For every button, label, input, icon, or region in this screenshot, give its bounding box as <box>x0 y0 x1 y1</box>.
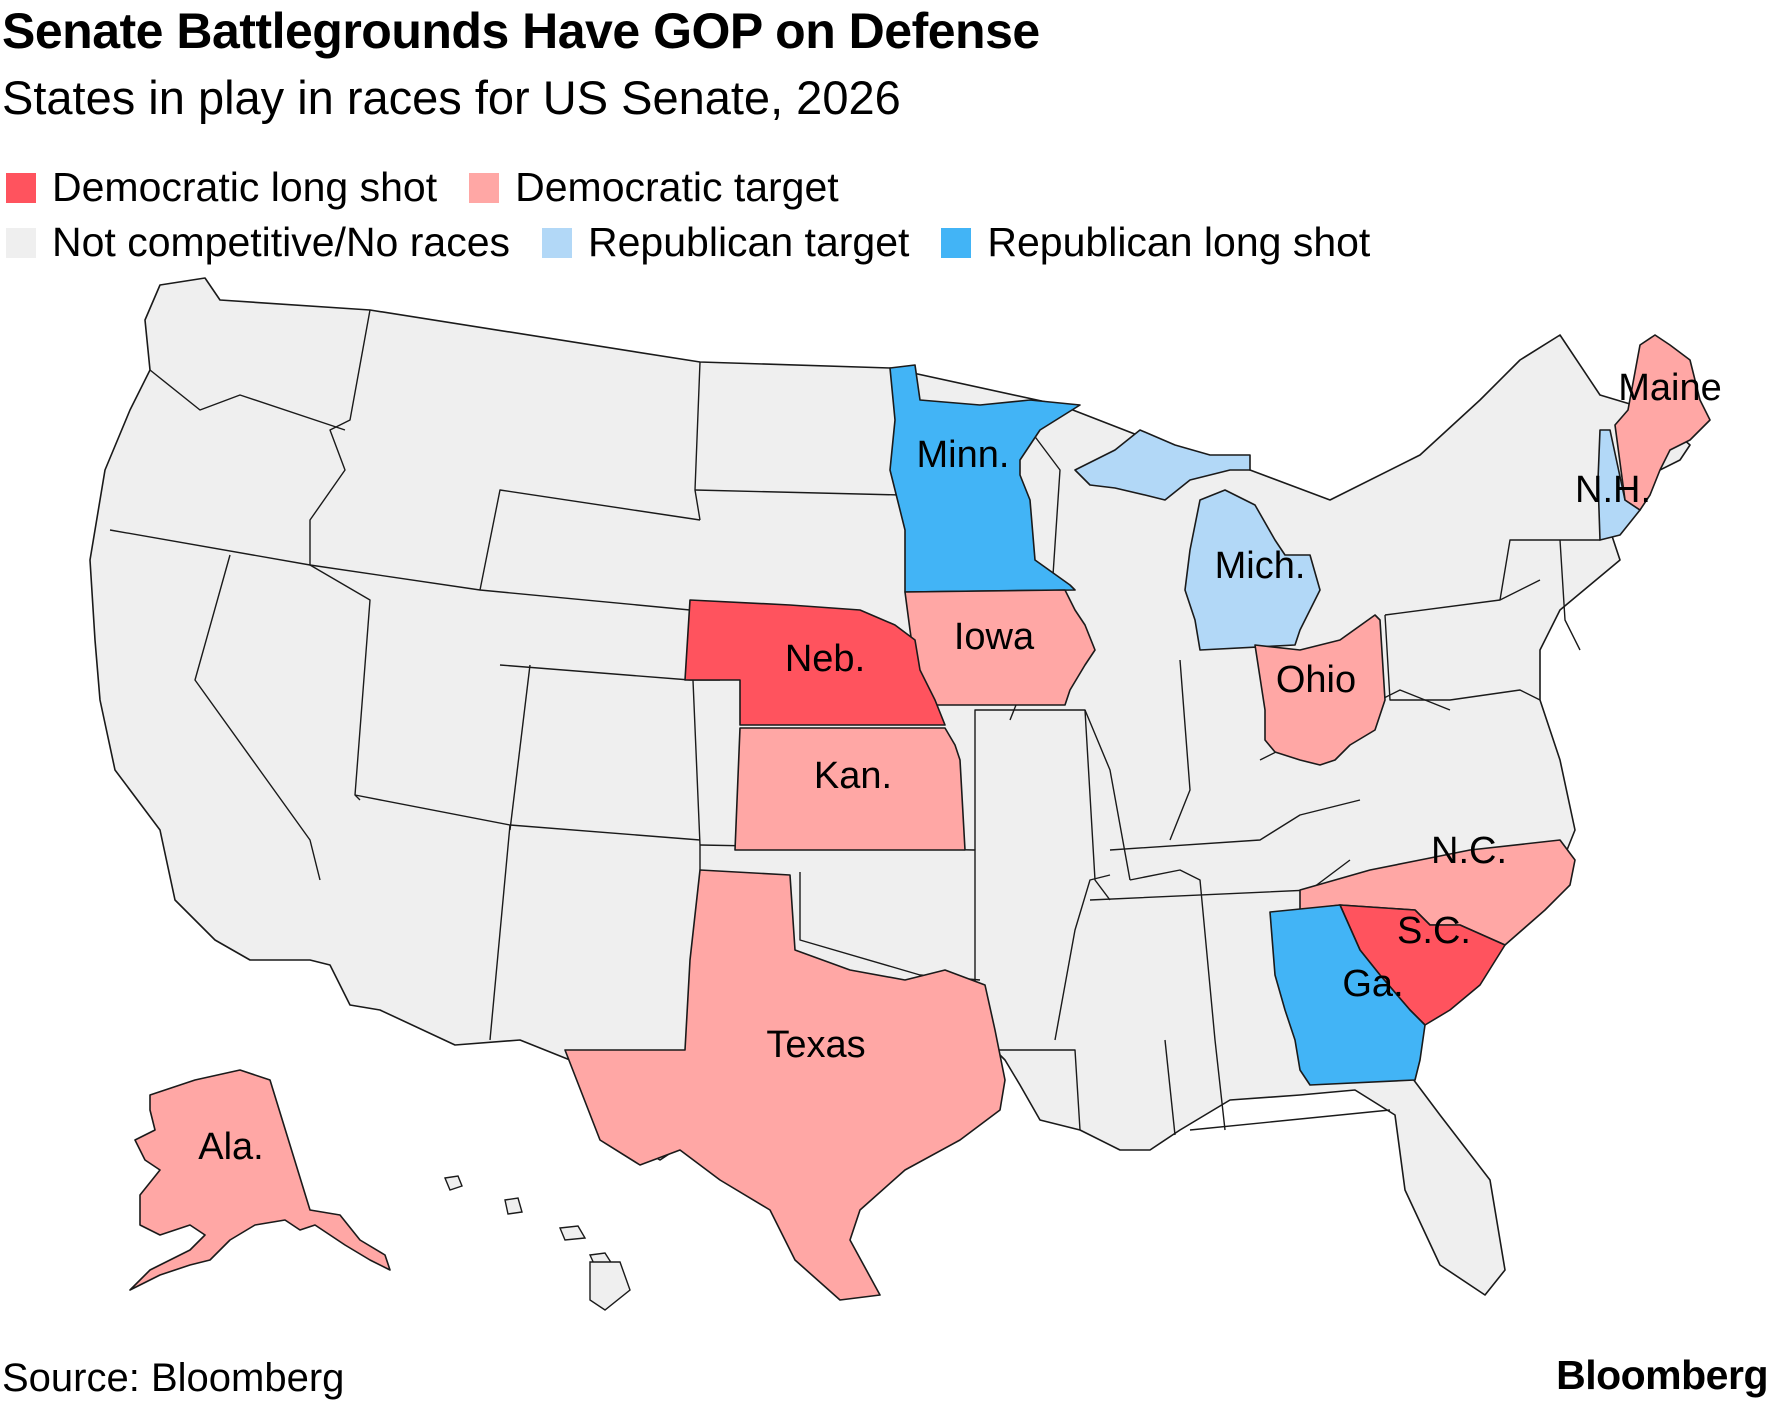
border-line <box>1169 659 1191 841</box>
legend-swatch <box>6 172 36 203</box>
border-line <box>489 824 511 1041</box>
border-line <box>1164 1039 1176 1136</box>
brand-logo: Bloomberg <box>1556 1352 1768 1398</box>
border-line <box>1129 869 1226 1131</box>
legend-label: Republican long shot <box>987 219 1371 265</box>
state-kan <box>734 727 966 851</box>
label-minn: Minn. <box>917 434 1010 476</box>
border-line <box>1189 1109 1391 1131</box>
label-nc: N.C. <box>1431 830 1507 872</box>
state-nh <box>1597 429 1641 541</box>
border-line <box>694 489 901 496</box>
state-texas <box>564 869 1006 1301</box>
legend-label: Republican target <box>588 219 910 265</box>
border-line <box>149 369 346 431</box>
state-minn <box>889 364 1081 593</box>
legend-label: Not competitive/No races <box>52 219 511 265</box>
border-line <box>309 309 371 565</box>
hawaii-island <box>504 1197 523 1215</box>
border-line <box>109 529 691 611</box>
us-map: Minn. Ga. Mich. N.H. Neb. S.C. Iowa Ohio… <box>0 270 1776 1350</box>
us-map-svg: Minn. Ga. Mich. N.H. Neb. S.C. Iowa Ohio… <box>89 277 1722 1311</box>
legend-item-dem-long-shot: Democratic long shot <box>6 164 437 211</box>
border-line <box>1084 709 1111 901</box>
border-line <box>1384 614 1541 701</box>
label-nh: N.H. <box>1575 469 1651 511</box>
state-alaska <box>129 1069 391 1291</box>
legend-item-dem-target: Democratic target <box>469 164 839 211</box>
hawaii-island <box>444 1175 463 1191</box>
state-mich-lower <box>1184 489 1321 651</box>
label-ga: Ga. <box>1342 963 1403 1005</box>
label-iowa: Iowa <box>954 616 1035 658</box>
label-ala: Ala. <box>198 1126 263 1168</box>
label-kan: Kan. <box>814 755 892 797</box>
chart-subtitle: States in play in races for US Senate, 2… <box>2 71 901 124</box>
border-line <box>1109 799 1361 851</box>
border-line <box>309 564 371 801</box>
state-neb <box>684 599 946 726</box>
label-texas: Texas <box>766 1024 865 1066</box>
label-sc: S.C. <box>1397 910 1471 952</box>
legend: Democratic long shot Democratic target N… <box>6 160 1606 270</box>
state-ohio <box>1254 614 1386 766</box>
label-neb: Neb. <box>785 638 865 680</box>
hawaii-island <box>589 1261 631 1311</box>
legend-item-not-competitive: Not competitive/No races <box>6 219 510 266</box>
label-ohio: Ohio <box>1276 659 1356 701</box>
legend-row-2: Not competitive/No races Republican targ… <box>6 215 1606 270</box>
source-note: Source: Bloomberg <box>2 1356 345 1400</box>
state-maine <box>1614 334 1711 511</box>
legend-item-rep-long-shot: Republican long shot <box>941 219 1370 266</box>
legend-label: Democratic target <box>515 164 839 210</box>
legend-swatch <box>941 227 972 258</box>
border-line <box>509 664 531 831</box>
state-ga <box>1269 904 1426 1086</box>
state-hawaii <box>444 1175 631 1311</box>
legend-item-rep-target: Republican target <box>542 219 909 266</box>
label-maine: Maine <box>1618 367 1722 409</box>
state-mich-upper <box>1074 429 1251 501</box>
legend-swatch <box>469 172 500 203</box>
legend-label: Democratic long shot <box>52 164 438 210</box>
hawaii-island <box>558 1225 587 1241</box>
border-line <box>479 489 701 591</box>
border-line <box>1559 539 1581 651</box>
legend-row-1: Democratic long shot Democratic target <box>6 160 1606 215</box>
label-mich: Mich. <box>1215 545 1306 587</box>
legend-swatch <box>542 227 573 258</box>
border-line <box>194 554 321 881</box>
chart-title: Senate Battlegrounds Have GOP on Defense <box>2 3 1040 59</box>
border-line <box>1054 874 1111 1041</box>
legend-swatch <box>6 227 36 258</box>
